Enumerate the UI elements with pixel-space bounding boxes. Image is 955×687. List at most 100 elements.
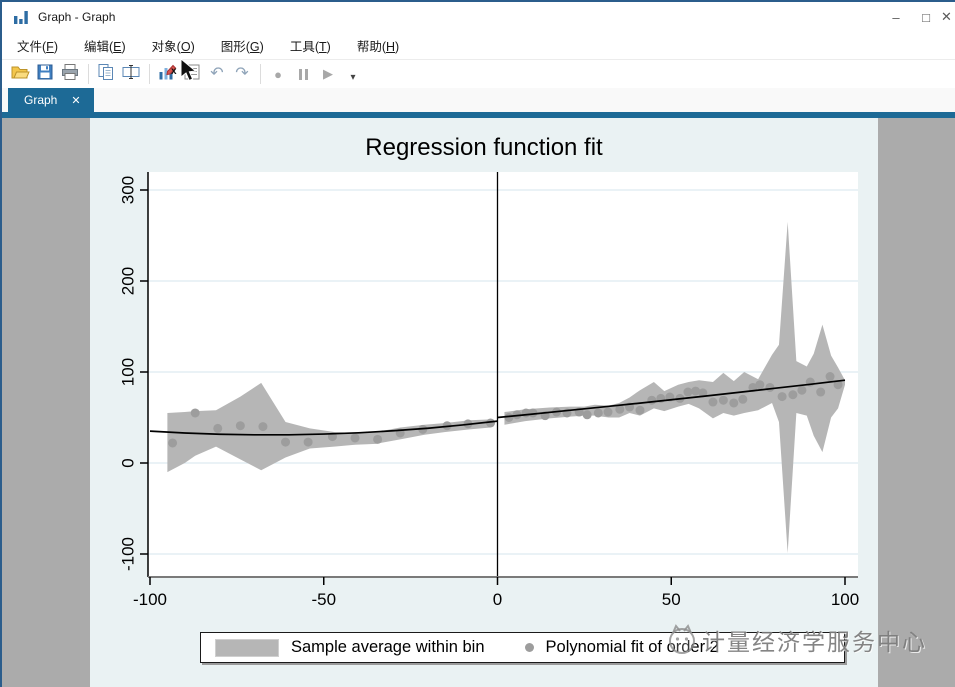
tab-bar: Graph ✕ bbox=[2, 88, 955, 112]
bin-dot bbox=[373, 434, 383, 444]
bin-dot bbox=[504, 413, 514, 422]
play-icon: ▶ bbox=[323, 66, 333, 81]
save-icon bbox=[35, 62, 55, 87]
close-button[interactable]: ✕ bbox=[941, 9, 952, 24]
bin-dot bbox=[755, 380, 765, 390]
window-border-left bbox=[0, 0, 2, 687]
play-button[interactable]: ▶ bbox=[316, 62, 340, 86]
x-tick-label: 0 bbox=[493, 590, 502, 609]
tab-graph[interactable]: Graph ✕ bbox=[8, 88, 94, 112]
polynomial-fit-left bbox=[149, 420, 498, 436]
window-controls: – □ ✕ bbox=[881, 2, 955, 32]
bin-dot bbox=[825, 372, 835, 382]
bin-dot bbox=[281, 437, 291, 447]
bin-average-band-left bbox=[167, 382, 491, 473]
bin-dot bbox=[738, 394, 748, 404]
x-tick-label: 100 bbox=[831, 590, 859, 609]
menu-item-t[interactable]: 工具(T) bbox=[289, 40, 331, 54]
bin-dot bbox=[833, 380, 843, 390]
bin-dot bbox=[235, 421, 245, 431]
legend-dot-marker bbox=[524, 643, 534, 652]
more-button[interactable]: ▾ bbox=[341, 62, 365, 86]
legend-label-bin: Sample average within bin bbox=[291, 638, 485, 656]
y-tick-label: 300 bbox=[119, 176, 138, 204]
tab-close-icon[interactable]: ✕ bbox=[71, 94, 81, 107]
x-tick-label: 50 bbox=[662, 590, 681, 609]
redo-button[interactable]: ↷ bbox=[230, 62, 254, 86]
y-tick-label: 200 bbox=[119, 267, 138, 295]
dropdown-caret-icon: ▾ bbox=[350, 72, 356, 83]
plot-area bbox=[148, 172, 858, 577]
maximize-button[interactable]: □ bbox=[922, 9, 930, 25]
bin-dot bbox=[683, 387, 693, 397]
legend-area-swatch bbox=[215, 638, 279, 657]
log-button[interactable] bbox=[180, 62, 204, 86]
bin-dot bbox=[190, 408, 200, 418]
x-tick-label: -100 bbox=[133, 590, 167, 609]
open-icon bbox=[10, 62, 30, 87]
bin-dot bbox=[765, 382, 775, 392]
stata-app-icon bbox=[14, 11, 28, 24]
copy-icon bbox=[96, 62, 116, 87]
open-button[interactable] bbox=[8, 62, 32, 86]
bin-dot bbox=[816, 387, 826, 397]
bin-dot bbox=[788, 390, 798, 400]
title-bar[interactable]: Graph - Graph – □ ✕ bbox=[2, 2, 955, 32]
bin-dot bbox=[718, 395, 728, 405]
chart-title: Regression function fit bbox=[365, 134, 603, 161]
copy-button[interactable] bbox=[94, 62, 118, 86]
pause-icon bbox=[298, 68, 308, 80]
bin-dot bbox=[797, 385, 807, 395]
rename-icon bbox=[121, 62, 141, 87]
window-title: Graph - Graph bbox=[38, 10, 116, 24]
undo-icon: ↶ bbox=[210, 65, 224, 82]
bin-dot bbox=[615, 404, 625, 414]
toolbar-separator bbox=[149, 64, 150, 84]
bin-dot bbox=[486, 418, 496, 428]
pause-button[interactable] bbox=[291, 62, 315, 86]
y-tick-label: -100 bbox=[119, 537, 138, 571]
minimize-button[interactable]: – bbox=[892, 9, 900, 25]
tab-strip bbox=[0, 112, 955, 118]
print-button[interactable] bbox=[58, 62, 82, 86]
chart-legend: Sample average within bin Polynomial fit… bbox=[200, 632, 845, 663]
menu-item-o[interactable]: 对象(O) bbox=[151, 40, 195, 54]
bin-dot bbox=[350, 433, 360, 443]
menu-item-f[interactable]: 文件(F) bbox=[17, 40, 58, 54]
bin-dot bbox=[603, 407, 613, 417]
rename-button[interactable] bbox=[119, 62, 143, 86]
bin-dot bbox=[708, 397, 718, 407]
window-border-top bbox=[0, 0, 955, 2]
print-icon bbox=[60, 62, 80, 87]
bin-dot bbox=[635, 405, 645, 415]
toolbar-separator bbox=[260, 64, 261, 84]
toolbar: ↶ ↷ ● ▶ ▾ bbox=[2, 60, 955, 88]
undo-button[interactable]: ↶ bbox=[205, 62, 229, 86]
graph-viewport: -100 0 100 200 300 -100 -50 0 50 100 Regression f… bbox=[2, 118, 955, 687]
save-button[interactable] bbox=[33, 62, 57, 86]
bin-dot bbox=[303, 437, 313, 447]
bin-dot bbox=[213, 423, 223, 433]
menu-item-e[interactable]: 编辑(E) bbox=[83, 40, 126, 54]
menu-bar: 文件(F) 编辑(E) 对象(O) 图形(G) 工具(T) 帮助(H) bbox=[2, 32, 955, 60]
record-button[interactable]: ● bbox=[266, 62, 290, 86]
bin-dot bbox=[647, 395, 657, 405]
x-tick-label: -50 bbox=[311, 590, 336, 609]
bin-dot bbox=[729, 398, 739, 408]
bin-dot bbox=[777, 392, 787, 402]
y-tick-label: 0 bbox=[119, 458, 138, 467]
graph-editor-button[interactable] bbox=[155, 62, 179, 86]
bin-dot bbox=[528, 408, 538, 418]
bin-average-band-right bbox=[504, 221, 845, 554]
polynomial-fit-right bbox=[497, 379, 846, 419]
menu-item-h[interactable]: 帮助(H) bbox=[356, 40, 400, 54]
record-icon: ● bbox=[274, 66, 282, 82]
menu-item-g[interactable]: 图形(G) bbox=[220, 40, 264, 54]
tab-graph-label: Graph bbox=[24, 93, 58, 107]
y-tick-label: 100 bbox=[119, 358, 138, 386]
graph-page: -100 0 100 200 300 -100 -50 0 50 100 Regression f… bbox=[90, 118, 878, 687]
toolbar-separator bbox=[88, 64, 89, 84]
redo-icon: ↷ bbox=[235, 65, 249, 82]
bin-dot bbox=[691, 386, 701, 396]
